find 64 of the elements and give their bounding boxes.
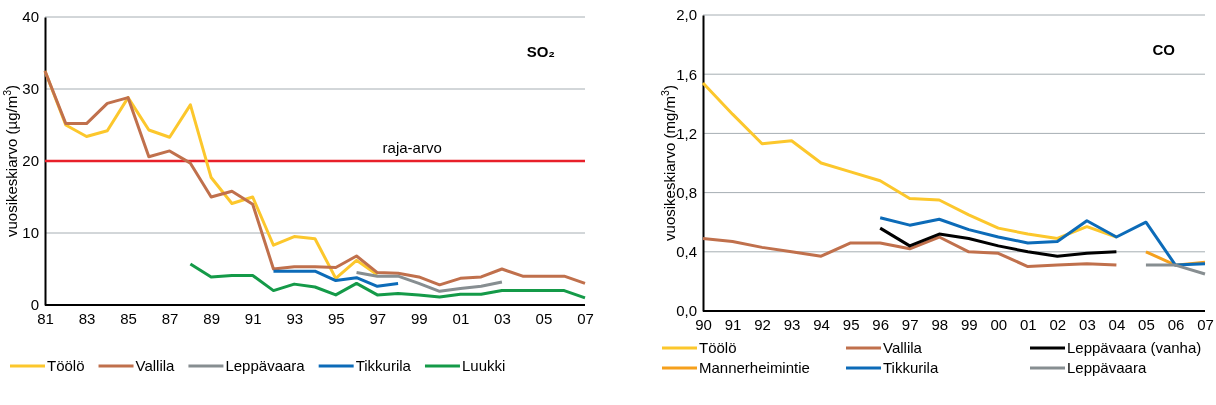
y-tick-label: 2,0 [676, 6, 697, 24]
x-tick-label: 97 [901, 315, 919, 333]
x-tick-label: 96 [872, 315, 890, 333]
y-tick-label: 20 [22, 152, 39, 170]
x-tick-label: 91 [724, 315, 742, 333]
x-tick-label: 93 [286, 309, 304, 327]
x-tick-label: 07 [1197, 315, 1214, 333]
x-tick-label: 00 [990, 315, 1008, 333]
x-tick-label: 03 [1079, 315, 1096, 333]
x-tick-label: 05 [1138, 315, 1155, 333]
x-tick-label: 98 [931, 315, 949, 333]
y-tick-label: 0,8 [676, 183, 697, 201]
x-tick-label: 89 [203, 309, 220, 327]
x-tick-label: 04 [1108, 315, 1126, 333]
legend-label: Töölö [699, 339, 737, 356]
annotation: SO₂ [526, 43, 555, 60]
x-tick-label: 95 [842, 315, 860, 333]
legend-label: Tikkurila [355, 357, 412, 374]
x-tick-label: 02 [1049, 315, 1067, 333]
y-tick-label: 1,2 [676, 124, 697, 142]
legend-label: Leppävaara (vanha) [1067, 339, 1202, 356]
legend-label: Töölö [47, 357, 85, 374]
x-tick-label: 83 [78, 309, 96, 327]
x-tick-label: 95 [327, 309, 345, 327]
x-tick-label: 91 [244, 309, 262, 327]
y-tick-label: 0,4 [676, 243, 697, 261]
line-series [355, 271, 504, 293]
ref-line-label: raja-arvo [382, 139, 442, 156]
x-tick-label: 85 [120, 309, 137, 327]
x-tick-label: 99 [960, 315, 978, 333]
legend-label: Mannerheimintie [699, 359, 810, 376]
x-tick-label: 03 [494, 309, 511, 327]
x-tick-label: 81 [37, 309, 54, 327]
y-tick-label: 1,6 [676, 65, 697, 83]
line-series [878, 226, 1118, 258]
legend-label: Leppävaara [1067, 359, 1147, 376]
x-tick-label: 94 [813, 315, 830, 333]
y-tick-label: 40 [22, 8, 39, 26]
legend-label: Tikkurila [883, 359, 939, 376]
legend-label: Vallila [135, 357, 176, 374]
x-tick-label: 01 [1019, 315, 1037, 333]
x-tick-label: 01 [452, 309, 470, 327]
x-tick-label: 06 [1167, 315, 1185, 333]
line-series [701, 235, 1118, 269]
line-series [43, 69, 587, 287]
line-series [271, 269, 400, 288]
x-tick-label: 05 [535, 309, 553, 327]
annotation: CO [1152, 41, 1176, 58]
x-tick-label: 92 [754, 315, 771, 333]
x-tick-label: 87 [161, 309, 179, 327]
y-tick-label: 0,0 [676, 302, 697, 320]
y-tick-label: 10 [22, 224, 39, 242]
legend-label: Leppävaara [225, 357, 306, 374]
legend-label: Luukki [461, 357, 506, 374]
legend-label: Vallila [883, 339, 923, 356]
x-tick-label: 07 [577, 309, 594, 327]
line-series [878, 216, 1207, 267]
x-tick-label: 99 [411, 309, 428, 327]
x-tick-label: 90 [695, 315, 712, 333]
x-tick-label: 97 [369, 309, 387, 327]
y-tick-label: 30 [22, 80, 39, 98]
x-tick-label: 93 [783, 315, 801, 333]
y-tick-label: 0 [30, 296, 39, 314]
line-series [188, 262, 587, 300]
